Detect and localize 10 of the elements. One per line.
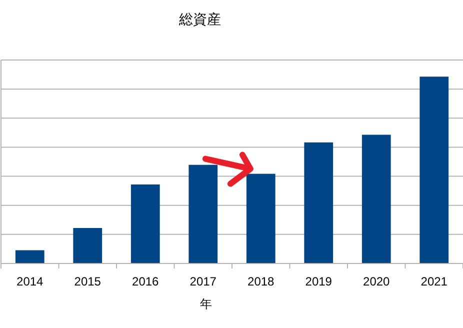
chart-title: 総資産 <box>178 11 221 27</box>
x-axis-title: 年 <box>200 297 212 311</box>
x-tick-label: 2018 <box>248 274 275 288</box>
x-tick-label: 2020 <box>363 274 390 288</box>
x-tick-label: 2014 <box>16 274 44 288</box>
x-tick-label: 2019 <box>305 274 332 288</box>
x-tick-label: 2017 <box>190 274 217 288</box>
x-tick-label: 2015 <box>74 274 102 288</box>
x-tick-label: 2016 <box>132 274 160 288</box>
x-tick-label: 2021 <box>420 274 448 288</box>
